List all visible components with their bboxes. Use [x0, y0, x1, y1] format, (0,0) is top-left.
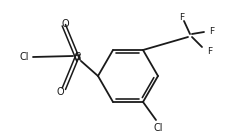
Text: Cl: Cl	[153, 123, 162, 133]
Text: F: F	[179, 13, 184, 22]
Text: Cl: Cl	[19, 52, 29, 62]
Text: S: S	[74, 52, 80, 62]
Text: F: F	[207, 47, 212, 55]
Text: O: O	[56, 87, 63, 97]
Text: O: O	[61, 19, 68, 29]
Text: F: F	[209, 26, 214, 35]
